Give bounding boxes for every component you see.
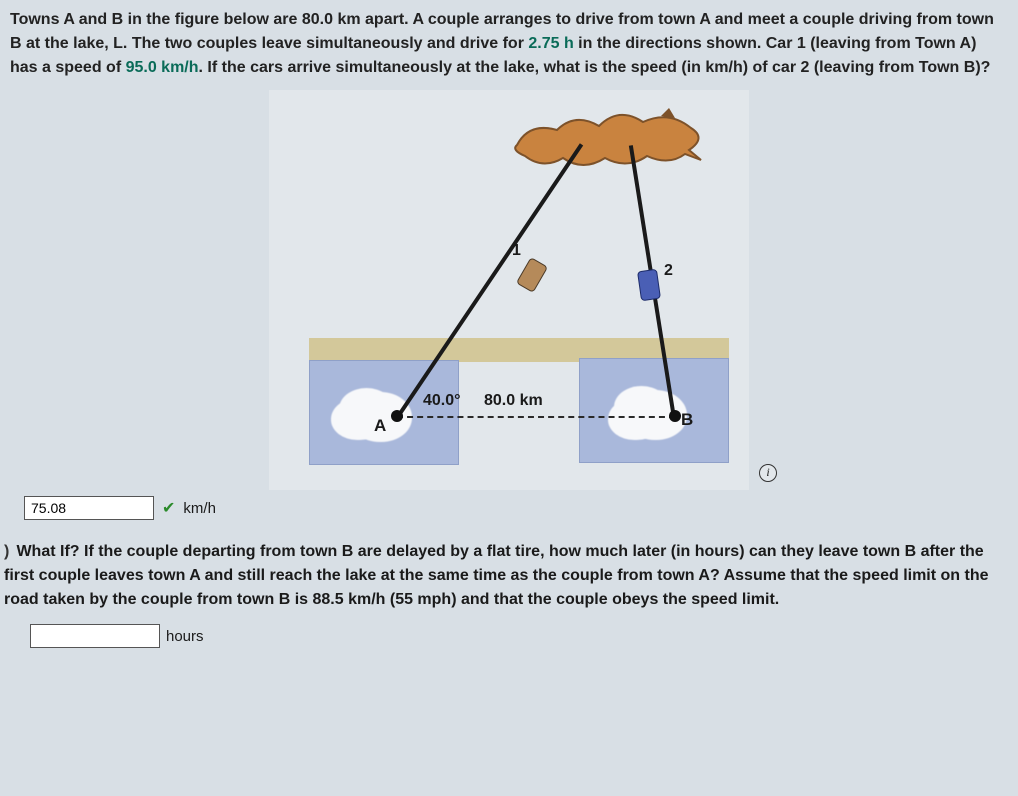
lake-icon <box>509 100 709 180</box>
car-1-icon <box>516 257 548 293</box>
part-b-text: If the couple departing from town B are … <box>4 543 989 608</box>
distance-label: 80.0 km <box>484 392 543 410</box>
answer-row-b: hours <box>0 618 1018 648</box>
car-2-icon <box>637 269 661 301</box>
road-a <box>395 143 583 419</box>
point-b <box>669 410 681 422</box>
angle-label: 40.0° <box>423 392 461 410</box>
label-a: A <box>374 416 386 436</box>
unit-a: km/h <box>183 500 216 517</box>
answer-row-a: ✔ km/h <box>0 492 1018 530</box>
answer-input-b[interactable] <box>30 624 160 648</box>
unit-b: hours <box>166 628 204 645</box>
check-icon: ✔ <box>162 498 175 518</box>
part-b-statement: ) What If? If the couple departing from … <box>0 530 1018 618</box>
baseline-dash <box>397 416 675 418</box>
car-1-label: 1 <box>512 242 521 260</box>
point-a <box>391 410 403 422</box>
physics-figure: 1 2 A B 40.0° 80.0 km i <box>269 90 749 490</box>
car-2-label: 2 <box>664 262 673 280</box>
cloud-b <box>614 386 669 428</box>
what-if-label: What If? <box>16 543 79 560</box>
label-b: B <box>681 410 693 430</box>
time-value: 2.75 h <box>528 35 573 52</box>
info-icon[interactable]: i <box>759 464 777 482</box>
speed-value: 95.0 km/h <box>126 59 199 76</box>
answer-input-a[interactable] <box>24 496 154 520</box>
problem-text-end: . If the cars arrive simultaneously at t… <box>199 59 991 76</box>
part-b-marker: ) <box>4 540 12 564</box>
figure-container: 1 2 A B 40.0° 80.0 km i <box>0 84 1018 492</box>
problem-statement: Towns A and B in the figure below are 80… <box>0 0 1018 84</box>
